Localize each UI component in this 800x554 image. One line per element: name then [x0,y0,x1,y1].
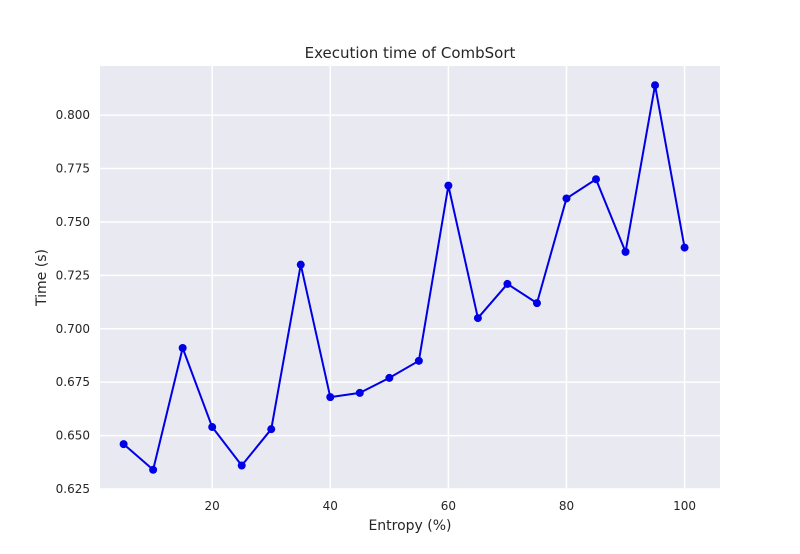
x-tick-label: 100 [673,499,696,513]
data-point [621,247,630,256]
data-point [562,194,571,203]
data-point [680,243,689,252]
y-tick-label: 0.625 [56,482,90,496]
data-point [149,465,158,474]
data-point [237,461,246,470]
data-point [296,260,305,269]
data-point [178,344,187,352]
y-axis-label: Time (s) [34,249,50,307]
y-tick-label: 0.700 [56,322,90,336]
x-axis-label: Entropy (%) [368,518,451,534]
x-tick-label: 40 [323,499,338,513]
y-tick-label: 0.750 [56,215,90,229]
x-tick-label: 80 [559,499,574,513]
series-line [122,84,686,471]
data-point [473,314,482,323]
data-point [532,299,541,308]
y-tick-label: 0.675 [56,375,90,389]
y-tick-label: 0.650 [56,429,90,443]
data-point [503,279,512,288]
plot-area [100,66,720,489]
chart-title: Execution time of CombSort [305,44,516,62]
y-tick-label: 0.775 [56,162,90,176]
data-point [267,425,276,434]
data-point [592,175,600,184]
y-tick-label: 0.725 [56,268,90,282]
data-point [326,393,335,402]
series-layer [119,81,689,474]
data-point [385,373,394,382]
y-tick-label: 0.800 [56,108,90,122]
data-point [119,440,128,449]
data-point [208,423,217,432]
data-point [355,388,364,397]
tick-labels: 20 40 60 80 100 0.625 0.650 0.675 0.700 0.725 0.75… [56,108,696,513]
grid-lines [100,66,720,490]
x-tick-label: 20 [205,499,220,513]
data-point [444,181,453,190]
data-point [651,81,660,90]
x-tick-label: 60 [441,499,456,513]
data-point [414,356,423,365]
